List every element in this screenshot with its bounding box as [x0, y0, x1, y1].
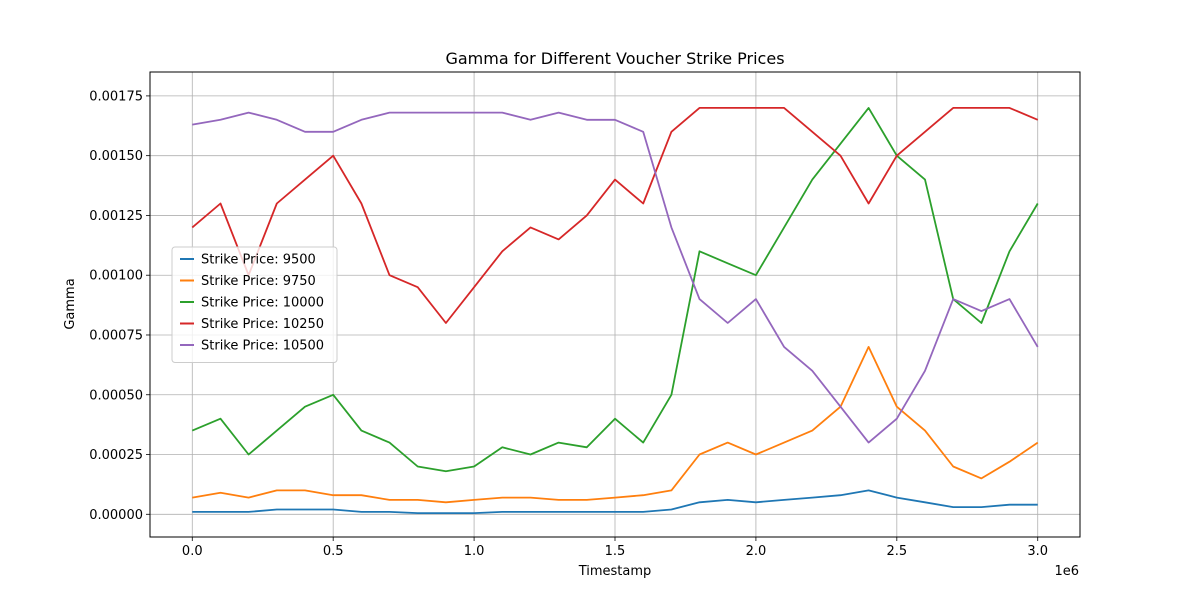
series-line-1 — [192, 489, 1038, 514]
y-tick-label: 0.00050 — [89, 388, 143, 403]
y-tick-label: 0.00075 — [89, 328, 143, 343]
legend-entry: Strike Price: 9500 — [201, 253, 316, 268]
series-line-4 — [191, 107, 1039, 324]
series-lines — [191, 107, 1039, 514]
x-axis-offset-label: 1e6 — [1054, 564, 1079, 579]
x-tick-label: 3.0 — [1027, 544, 1048, 559]
y-tick-label: 0.00025 — [89, 448, 143, 463]
y-tick-label: 0.00175 — [89, 89, 143, 104]
legend-entry: Strike Price: 10500 — [201, 339, 324, 354]
series-line-5 — [192, 111, 1039, 444]
y-tick-label: 0.00125 — [89, 209, 143, 224]
y-axis-label: Gamma — [63, 278, 78, 329]
x-tick-label: 1.5 — [605, 544, 626, 559]
legend-entry: Strike Price: 10000 — [201, 296, 324, 311]
legend: Strike Price: 9500 Strike Price: 9750 Stri… — [171, 246, 338, 363]
x-tick-label: 2.5 — [886, 544, 907, 559]
legend-entry: Strike Price: 10250 — [201, 317, 324, 332]
y-tick-label: 0.00000 — [89, 508, 143, 523]
series-line-2 — [192, 345, 1039, 504]
legend-box — [171, 246, 338, 363]
x-tick-label: 0.5 — [323, 544, 344, 559]
x-tick-label: 1.0 — [464, 544, 485, 559]
legend-entry: Strike Price: 9750 — [201, 274, 316, 289]
x-axis-label: Timestamp — [578, 564, 652, 579]
chart-title: Gamma for Different Voucher Strike Price… — [445, 49, 784, 68]
x-tick-label: 2.0 — [746, 544, 767, 559]
x-tick-label: 0.0 — [182, 544, 203, 559]
grid — [150, 72, 1080, 537]
y-tick-label: 0.00100 — [89, 269, 143, 284]
y-tick-label: 0.00150 — [89, 149, 143, 164]
axis-ticks: 0.0 0.5 1.0 1.5 2.0 2.5 3.0 0.00000 0.00025 0.000… — [89, 89, 1048, 559]
